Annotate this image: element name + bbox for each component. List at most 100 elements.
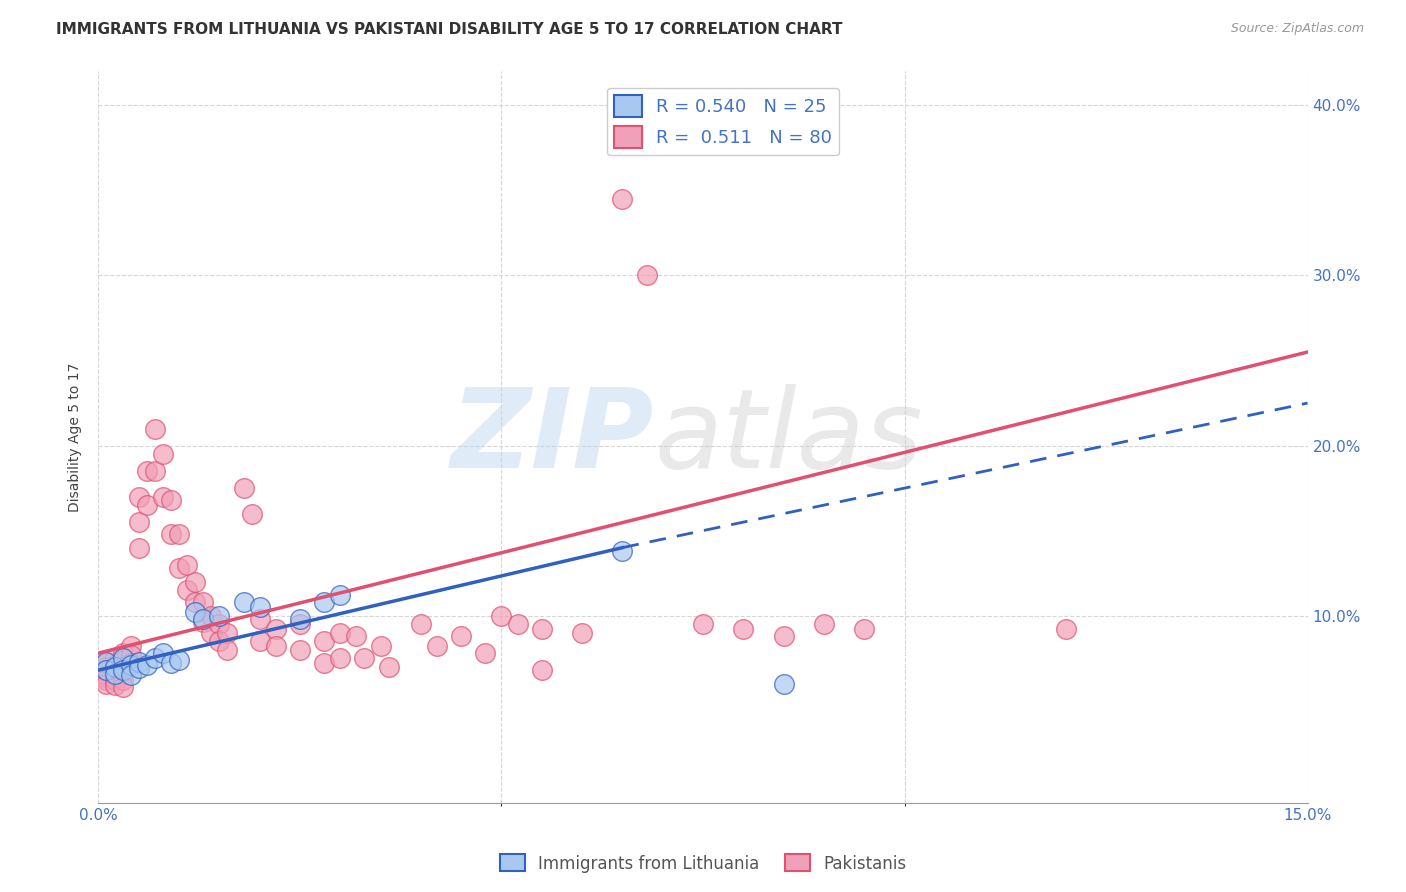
Point bbox=[232, 595, 254, 609]
Point bbox=[377, 659, 399, 673]
Point bbox=[733, 622, 755, 636]
Point bbox=[249, 612, 271, 626]
Point bbox=[571, 625, 593, 640]
Point bbox=[813, 617, 835, 632]
Point bbox=[103, 659, 125, 673]
Point bbox=[426, 640, 449, 654]
Point bbox=[329, 625, 352, 640]
Point bbox=[314, 657, 336, 671]
Point bbox=[636, 268, 658, 283]
Point bbox=[176, 558, 198, 572]
Point bbox=[249, 634, 271, 648]
Point bbox=[96, 657, 118, 671]
Point bbox=[314, 634, 336, 648]
Point bbox=[103, 666, 125, 681]
Point bbox=[120, 640, 142, 654]
Point bbox=[111, 659, 134, 673]
Point bbox=[111, 653, 134, 667]
Point bbox=[314, 595, 336, 609]
Point bbox=[143, 421, 166, 435]
Point bbox=[184, 605, 207, 619]
Point bbox=[120, 657, 142, 671]
Point bbox=[135, 498, 157, 512]
Point bbox=[111, 666, 134, 681]
Point bbox=[200, 625, 222, 640]
Point bbox=[103, 663, 125, 677]
Point bbox=[96, 666, 118, 681]
Point bbox=[264, 622, 287, 636]
Point bbox=[167, 561, 190, 575]
Y-axis label: Disability Age 5 to 17: Disability Age 5 to 17 bbox=[69, 362, 83, 512]
Point bbox=[96, 677, 118, 691]
Point bbox=[217, 642, 239, 657]
Point bbox=[450, 629, 472, 643]
Point bbox=[111, 646, 134, 660]
Point bbox=[111, 673, 134, 688]
Point bbox=[128, 515, 150, 529]
Point bbox=[474, 646, 496, 660]
Point bbox=[530, 622, 553, 636]
Point bbox=[329, 588, 352, 602]
Point bbox=[120, 668, 142, 682]
Point bbox=[772, 677, 794, 691]
Point bbox=[530, 663, 553, 677]
Point bbox=[176, 583, 198, 598]
Point bbox=[612, 192, 634, 206]
Legend: Immigrants from Lithuania, Pakistanis: Immigrants from Lithuania, Pakistanis bbox=[494, 847, 912, 880]
Point bbox=[193, 612, 215, 626]
Legend: R = 0.540   N = 25, R =  0.511   N = 80: R = 0.540 N = 25, R = 0.511 N = 80 bbox=[607, 87, 839, 155]
Point bbox=[143, 464, 166, 478]
Point bbox=[111, 680, 134, 694]
Point bbox=[288, 642, 311, 657]
Point bbox=[120, 648, 142, 662]
Point bbox=[96, 655, 118, 669]
Point bbox=[135, 658, 157, 673]
Point bbox=[103, 678, 125, 692]
Point bbox=[184, 595, 207, 609]
Point bbox=[193, 595, 215, 609]
Point bbox=[103, 658, 125, 673]
Point bbox=[208, 608, 231, 623]
Point bbox=[208, 617, 231, 632]
Point bbox=[103, 651, 125, 665]
Point bbox=[249, 600, 271, 615]
Point bbox=[128, 655, 150, 669]
Point bbox=[128, 490, 150, 504]
Point bbox=[1054, 622, 1077, 636]
Point bbox=[288, 617, 311, 632]
Point bbox=[506, 617, 529, 632]
Text: atlas: atlas bbox=[655, 384, 924, 491]
Point bbox=[200, 608, 222, 623]
Point bbox=[111, 651, 134, 665]
Point bbox=[128, 661, 150, 675]
Point bbox=[370, 640, 392, 654]
Point bbox=[853, 622, 876, 636]
Point bbox=[772, 629, 794, 643]
Point bbox=[160, 493, 183, 508]
Point bbox=[160, 657, 183, 671]
Point bbox=[217, 625, 239, 640]
Point bbox=[143, 651, 166, 665]
Point bbox=[288, 612, 311, 626]
Point bbox=[193, 615, 215, 630]
Point bbox=[111, 663, 134, 677]
Point bbox=[167, 527, 190, 541]
Point bbox=[232, 481, 254, 495]
Point bbox=[152, 646, 174, 660]
Point bbox=[612, 544, 634, 558]
Point bbox=[96, 663, 118, 677]
Point bbox=[491, 608, 513, 623]
Point bbox=[353, 651, 375, 665]
Point bbox=[329, 651, 352, 665]
Point bbox=[344, 629, 367, 643]
Point bbox=[103, 673, 125, 688]
Point bbox=[120, 658, 142, 673]
Text: IMMIGRANTS FROM LITHUANIA VS PAKISTANI DISABILITY AGE 5 TO 17 CORRELATION CHART: IMMIGRANTS FROM LITHUANIA VS PAKISTANI D… bbox=[56, 22, 842, 37]
Point bbox=[152, 490, 174, 504]
Point bbox=[96, 670, 118, 684]
Point bbox=[96, 659, 118, 673]
Point bbox=[152, 447, 174, 461]
Point bbox=[264, 640, 287, 654]
Point bbox=[128, 541, 150, 555]
Point bbox=[208, 634, 231, 648]
